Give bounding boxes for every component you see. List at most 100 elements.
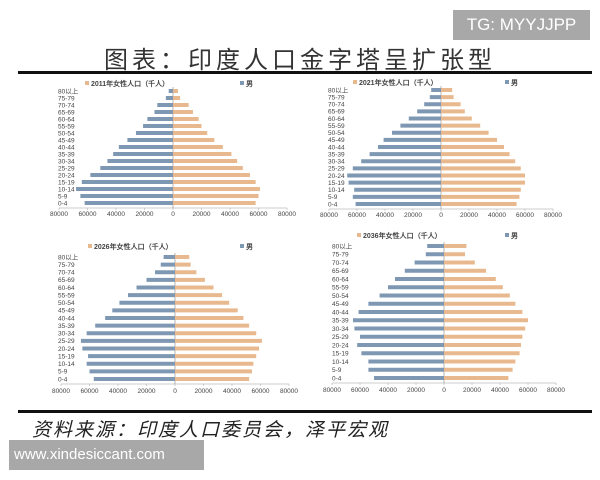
legend-swatch-male [505,233,509,237]
bar-male [361,159,441,164]
bar-male [118,145,173,149]
bar-male [93,377,175,381]
bar-male [80,338,175,343]
bar-male [378,145,441,149]
x-tick-label: 20000 [407,387,425,394]
bar-male [168,89,173,93]
bar-female [444,277,496,281]
bar-male [357,343,444,347]
category-label: 35-39 [58,323,75,330]
category-label: 50-54 [58,130,75,137]
x-tick-label: 80000 [547,387,565,394]
category-label: 55-59 [332,285,349,292]
category-label: 80以上 [328,85,349,94]
x-tick-label: 80000 [280,388,298,395]
bar-female [173,96,181,100]
x-tick-label: 80000 [52,388,70,395]
category-label: 10-14 [328,187,345,194]
category-label: 35-39 [332,318,349,325]
bar-male [414,260,444,265]
bar-male [90,173,173,177]
bar-female [444,301,516,306]
legend-swatch-female [357,233,361,237]
category-label: 25-29 [328,166,345,173]
x-tick-label: 20000 [194,388,212,395]
category-label: 60-64 [328,116,345,123]
bar-male [352,194,441,199]
bar-male [355,202,441,206]
bar-male [105,316,175,320]
category-label: 10-14 [58,361,75,368]
x-tick-label: 80000 [544,212,562,219]
bar-male [417,109,441,114]
x-tick-label: 20000 [404,212,422,219]
bar-male [80,194,173,198]
category-label: 60-64 [332,276,349,283]
bar-male [354,187,441,192]
bar-male [119,300,175,305]
bar-female [173,103,189,107]
bar-male [135,131,173,135]
bar-male [431,88,441,92]
bar-male [112,308,175,313]
category-label: 70-74 [58,270,75,277]
bar-male [429,95,441,100]
bar-female [441,173,525,178]
bar-male [76,187,173,191]
x-tick-label: 60000 [249,211,267,218]
x-tick-label: 40000 [221,211,239,218]
legend-swatch-male [505,80,509,84]
bar-female [441,187,521,192]
x-tick-label: 80000 [320,212,338,219]
bar-male [424,102,441,107]
category-label: 65-69 [58,109,75,116]
bar-male [392,130,441,135]
bar-female [444,310,523,314]
x-tick-label: 60000 [78,211,96,218]
x-tick-label: 40000 [109,388,127,395]
category-label: 75-79 [58,95,75,102]
bar-male [427,244,444,248]
bar-female [175,308,238,313]
category-label: 25-29 [58,165,75,172]
category-label: 70-74 [58,102,75,109]
legend-label-male: 男 [246,80,253,88]
bar-male [404,268,444,273]
bar-female [444,260,475,265]
bar-female [175,293,223,298]
bar-male [425,252,444,257]
category-label: 40-44 [58,315,75,322]
category-label: 45-49 [332,301,349,308]
bar-male [127,293,175,298]
bar-male [395,277,444,281]
watermark-top: TG: MYYJJPP [453,10,590,40]
category-label: 30-34 [328,159,345,166]
category-label: 75-79 [328,94,345,101]
bar-female [173,173,250,177]
x-tick-label: 60000 [519,387,537,394]
bar-male [136,285,175,290]
category-label: 50-54 [58,300,75,307]
category-label: 30-34 [58,331,75,338]
bar-male [86,361,175,366]
category-label: 75-79 [58,262,75,269]
bar-female [173,180,256,184]
bar-male [369,152,441,157]
bar-male [347,173,441,178]
bar-female [173,117,199,121]
category-label: 50-54 [332,293,349,300]
bar-male [81,180,173,184]
bar-female [175,331,257,336]
bar-female [441,194,520,199]
population-pyramids: 2011年女性人口（千人） 男 80000 60000 40000 20000 0 20000… [50,78,565,395]
bar-female [444,351,520,356]
category-label: 80以上 [58,86,79,95]
x-tick-label: 80000 [278,211,296,218]
category-label: 35-39 [328,151,345,158]
bar-male [348,180,441,185]
bar-male [165,96,173,100]
x-tick-label: 20000 [137,388,155,395]
category-label: 10-14 [332,359,349,366]
bar-female [173,194,259,198]
bar-male [352,166,441,171]
